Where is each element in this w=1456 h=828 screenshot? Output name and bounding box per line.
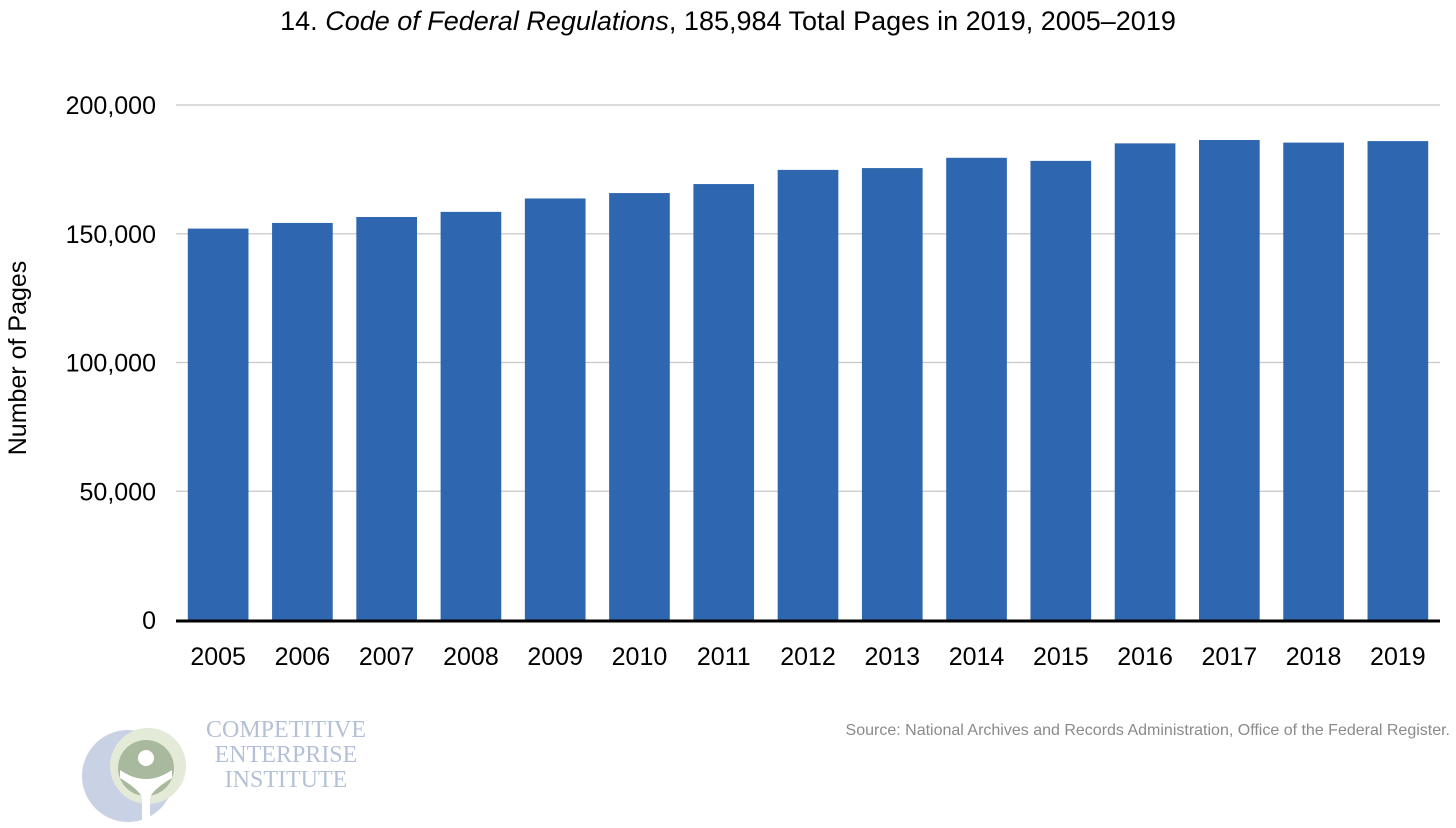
x-tick-label: 2010	[612, 643, 668, 671]
title-rest: , 185,984 Total Pages in 2019, 2005–2019	[668, 6, 1176, 36]
cei-logo-icon	[82, 728, 186, 826]
bar-2010	[609, 193, 670, 620]
bar-2005	[187, 228, 249, 620]
x-tick-label: 2019	[1370, 643, 1426, 671]
x-tick-label: 2013	[864, 643, 920, 671]
x-tick-label: 2009	[527, 643, 583, 671]
bars	[187, 140, 1429, 621]
y-axis-title: Number of Pages	[4, 261, 32, 456]
bar-2019	[1367, 141, 1429, 621]
source-note: Source: National Archives and Records Ad…	[845, 722, 1450, 739]
y-tick-label: 200,000	[66, 92, 156, 120]
bar-2006	[272, 222, 333, 620]
bar-2014	[946, 157, 1007, 620]
x-tick-label: 2011	[697, 643, 751, 671]
x-tick-label: 2005	[190, 643, 246, 671]
bar-2018	[1283, 142, 1344, 620]
y-tick-label: 50,000	[80, 478, 156, 506]
bar-2016	[1114, 143, 1176, 620]
bar-2012	[777, 169, 839, 620]
bar-2013	[861, 168, 923, 620]
x-tick-label: 2008	[443, 643, 499, 671]
y-tick-label: 150,000	[66, 221, 156, 249]
logo-line: ENTERPRISE	[214, 742, 358, 768]
bar-2015	[1030, 160, 1092, 620]
bar-2007	[356, 217, 418, 620]
x-tick-labels: 2005 2006 2007 2008 2009 2010 2011 2012 2013 2014…	[190, 643, 1425, 671]
title-italic: Code of Federal Regulations	[325, 6, 669, 36]
bar-2011	[693, 184, 755, 621]
logo-line: INSTITUTE	[224, 767, 348, 793]
x-tick-label: 2006	[275, 643, 331, 671]
logo-wordmark: COMPETITIVE ENTERPRISE INSTITUTE	[206, 718, 366, 793]
logo-line: COMPETITIVE	[206, 717, 366, 743]
y-tick-labels: 0 50,000 100,000 150,000 200,000	[66, 92, 156, 635]
bar-2008	[440, 211, 502, 621]
bar-2009	[524, 198, 586, 620]
x-tick-label: 2012	[780, 643, 836, 671]
x-tick-label: 2007	[359, 643, 415, 671]
x-tick-label: 2018	[1286, 643, 1342, 671]
x-tick-label: 2016	[1117, 643, 1173, 671]
y-tick-label: 0	[142, 607, 156, 635]
x-tick-label: 2014	[949, 643, 1005, 671]
bar-2017	[1198, 140, 1260, 620]
y-tick-label: 100,000	[66, 350, 156, 378]
title-number: 14.	[280, 6, 318, 36]
x-tick-label: 2015	[1033, 643, 1089, 671]
chart-title: 14. Code of Federal Regulations, 185,984…	[0, 6, 1456, 37]
x-tick-label: 2017	[1202, 643, 1258, 671]
